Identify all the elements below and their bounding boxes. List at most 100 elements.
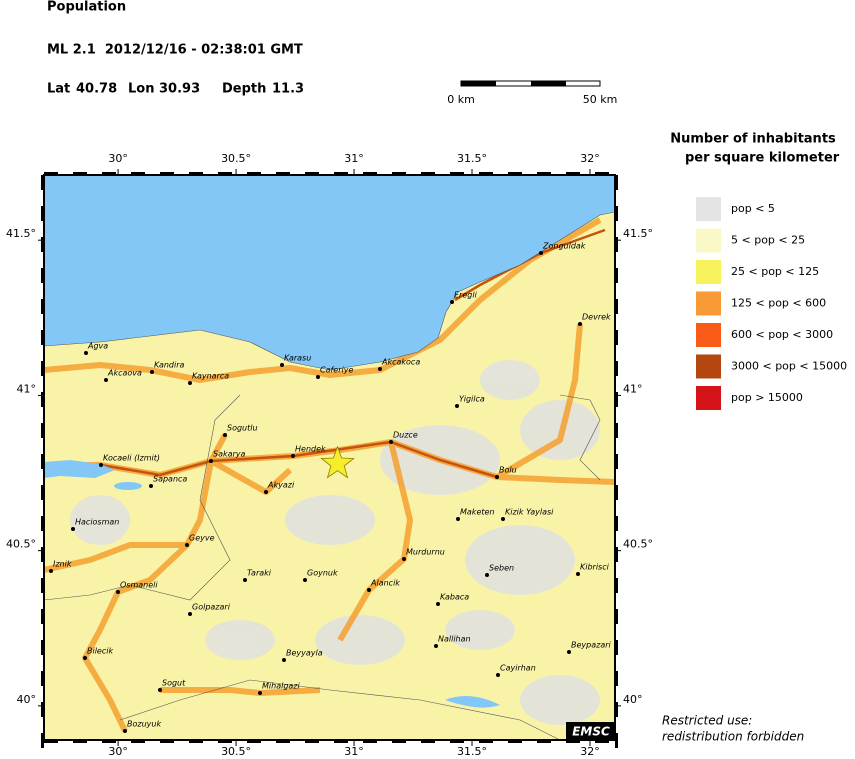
city-dot [71, 527, 75, 531]
city-dot [150, 370, 154, 374]
frame-band [131, 172, 145, 175]
frame-band [615, 516, 618, 531]
city-label: Karasu [284, 354, 311, 363]
city-dot [434, 644, 438, 648]
legend-label: 125 < pop < 600 [731, 297, 826, 310]
city-dot [185, 543, 189, 547]
frame-band [537, 740, 551, 743]
frame-band [615, 268, 618, 283]
frame-band [450, 740, 464, 743]
frame-band [363, 740, 377, 743]
lon-value: 30.93 [159, 82, 200, 97]
x-tick-label: 31.5° [457, 152, 487, 165]
city-label: Kaynarca [192, 372, 229, 381]
frame-band [41, 330, 44, 345]
city-label: Maketen [460, 508, 495, 517]
city-dot [576, 572, 580, 576]
lat-value: 40.78 [76, 82, 117, 97]
title: Population [47, 0, 126, 15]
frame-band [305, 740, 319, 743]
frame-band [41, 423, 44, 438]
y-tick-label: 41.5° [6, 227, 36, 240]
city-label: Bozuyuk [127, 720, 161, 729]
frame-band [73, 740, 87, 743]
frame-band [615, 423, 618, 438]
legend: pop < 5 5 < pop < 25 25 < pop < 125 125 < p… [696, 197, 847, 410]
city-label: Zonguldak [542, 242, 586, 251]
frame-band [615, 578, 618, 593]
note: redistribution forbidden [662, 730, 804, 744]
city-label: Beypazari [571, 641, 612, 650]
frame-band [615, 206, 618, 221]
legend-title: Number of inhabitants [670, 132, 836, 147]
frame-band [41, 547, 44, 562]
lon-label: Lon [128, 82, 154, 97]
frame-band [160, 172, 174, 175]
city-dot [282, 658, 286, 662]
city-dot [223, 433, 227, 437]
frame-band [189, 740, 203, 743]
frame-band [218, 172, 232, 175]
city-dot [496, 673, 500, 677]
city-label: Sapanca [153, 475, 187, 484]
frame-band [363, 172, 377, 175]
legend-swatch [696, 291, 721, 316]
x-tick-label: 30.5° [221, 745, 251, 758]
city-label: Murdurnu [406, 548, 445, 557]
city-dot [567, 650, 571, 654]
city-label: Seben [489, 564, 514, 573]
frame-band [615, 361, 618, 376]
frame-band [41, 733, 44, 748]
city-label: Sakarya [213, 450, 246, 459]
city-dot [83, 656, 87, 660]
legend-swatch [696, 197, 721, 221]
city-dot [84, 351, 88, 355]
x-tick-label: 31.5° [457, 745, 487, 758]
legend-label: pop < 5 [731, 202, 775, 215]
legend-swatch [696, 354, 721, 379]
legend-label: 25 < pop < 125 [731, 265, 819, 278]
city-dot [455, 404, 459, 408]
city-label: Osmaneli [120, 581, 158, 590]
legend-swatch [696, 386, 721, 410]
city-dot [316, 375, 320, 379]
city-label: Kibrisci [580, 563, 610, 572]
frame-band [615, 485, 618, 500]
frame-band [615, 671, 618, 686]
city-label: Mihalgazi [262, 682, 301, 691]
frame-band [615, 547, 618, 562]
city-label: Kandira [154, 361, 185, 370]
frame-band [44, 172, 58, 175]
frame-band [41, 175, 44, 190]
city-dot [578, 322, 582, 326]
city-label: Agva [87, 342, 108, 351]
frame-band [615, 175, 618, 190]
city-label: Kizik Yaylasi [505, 508, 554, 517]
frame-band [44, 740, 58, 743]
city-dot [264, 490, 268, 494]
city-label: Akyazi [267, 481, 295, 490]
city-dot [99, 463, 103, 467]
frame-band [450, 172, 464, 175]
x-tick-label: 30° [108, 152, 128, 165]
city-dot [367, 588, 371, 592]
city-dot [243, 578, 247, 582]
city-dot [258, 691, 262, 695]
x-tick-label: 30° [108, 745, 128, 758]
frame-band [615, 733, 618, 748]
note: Restricted use: [662, 714, 752, 728]
frame-band [41, 671, 44, 686]
city-dot [149, 484, 153, 488]
frame-band [595, 740, 609, 743]
frame-band [41, 392, 44, 407]
city-label: Beyyayla [286, 649, 323, 658]
frame-band [73, 172, 87, 175]
y-tick-label: 41° [623, 382, 643, 395]
lat-label: Lat [47, 82, 70, 97]
x-tick-label: 32° [580, 152, 600, 165]
frame-band [615, 640, 618, 655]
city-dot [188, 612, 192, 616]
city-label: Haciosman [75, 518, 119, 527]
city-label: Bilecik [87, 647, 113, 656]
x-tick-label: 30.5° [221, 152, 251, 165]
